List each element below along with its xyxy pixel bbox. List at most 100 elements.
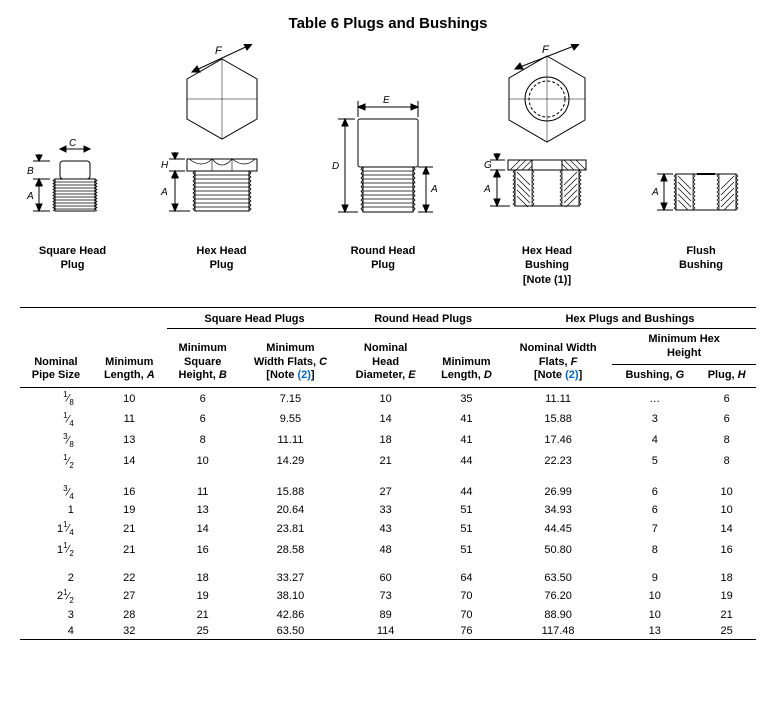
- cell-pipe: 11⁄2: [20, 539, 92, 560]
- cell-d: 41: [429, 409, 504, 430]
- cell-f: 88.90: [504, 607, 612, 623]
- cell-pipe: 2: [20, 570, 92, 586]
- cell-f: 34.93: [504, 502, 612, 518]
- svg-text:F: F: [215, 45, 223, 57]
- cell-c: 9.55: [239, 409, 343, 430]
- cell-b: 10: [167, 451, 239, 472]
- cell-e: 89: [342, 607, 429, 623]
- col-b: MinimumSquareHeight, B: [167, 328, 239, 387]
- cell-b: 14: [167, 518, 239, 539]
- col-c: MinimumWidth Flats, C[Note (2)]: [239, 328, 343, 387]
- cell-a: 10: [92, 388, 167, 409]
- cell-h: 6: [697, 409, 756, 430]
- svg-text:G: G: [484, 160, 492, 171]
- cell-g: …: [612, 388, 697, 409]
- svg-text:A: A: [430, 184, 438, 195]
- svg-text:F: F: [542, 44, 550, 56]
- cell-a: 22: [92, 570, 167, 586]
- data-table: Square Head Plugs Round Head Plugs Hex P…: [20, 307, 756, 640]
- label-square-plug: Square HeadPlug: [25, 244, 120, 287]
- cell-g: 7: [612, 518, 697, 539]
- cell-e: 48: [342, 539, 429, 560]
- cell-d: 51: [429, 518, 504, 539]
- section-square: Square Head Plugs: [167, 307, 343, 328]
- cell-pipe: 1: [20, 502, 92, 518]
- cell-c: 33.27: [239, 570, 343, 586]
- col-a: MinimumLength, A: [92, 328, 167, 387]
- cell-c: 20.64: [239, 502, 343, 518]
- col-f: Nominal WidthFlats, F[Note (2)]: [504, 328, 612, 387]
- label-round-plug: Round HeadPlug: [323, 244, 443, 287]
- col-hex-height: Minimum HexHeight: [612, 328, 756, 365]
- cell-g: 10: [612, 607, 697, 623]
- cell-c: 28.58: [239, 539, 343, 560]
- label-hex-plug: Hex HeadPlug: [157, 244, 287, 287]
- svg-text:B: B: [27, 166, 34, 177]
- cell-f: 15.88: [504, 409, 612, 430]
- cell-a: 21: [92, 539, 167, 560]
- svg-text:A: A: [651, 187, 659, 198]
- section-round: Round Head Plugs: [342, 307, 504, 328]
- cell-d: 35: [429, 388, 504, 409]
- cell-pipe: 1⁄8: [20, 388, 92, 409]
- cell-b: 16: [167, 539, 239, 560]
- col-h: Plug, H: [697, 365, 756, 388]
- cell-c: 38.10: [239, 586, 343, 607]
- cell-e: 33: [342, 502, 429, 518]
- table-row: 3⁄4161115.88274426.99610: [20, 482, 756, 503]
- cell-c: 23.81: [239, 518, 343, 539]
- cell-h: 16: [697, 539, 756, 560]
- cell-b: 13: [167, 502, 239, 518]
- cell-d: 70: [429, 607, 504, 623]
- table-row: 11⁄2211628.58485150.80816: [20, 539, 756, 560]
- cell-h: 10: [697, 502, 756, 518]
- cell-d: 51: [429, 539, 504, 560]
- cell-d: 51: [429, 502, 504, 518]
- cell-pipe: 4: [20, 623, 92, 640]
- col-e: NominalHeadDiameter, E: [342, 328, 429, 387]
- cell-g: 6: [612, 482, 697, 503]
- cell-g: 4: [612, 430, 697, 451]
- cell-d: 64: [429, 570, 504, 586]
- col-g: Bushing, G: [612, 365, 697, 388]
- cell-pipe: 3: [20, 607, 92, 623]
- cell-b: 18: [167, 570, 239, 586]
- svg-text:D: D: [332, 161, 339, 172]
- cell-h: 14: [697, 518, 756, 539]
- cell-h: 8: [697, 451, 756, 472]
- table-title: Table 6 Plugs and Bushings: [20, 15, 756, 32]
- cell-h: 6: [697, 388, 756, 409]
- cell-pipe: 3⁄4: [20, 482, 92, 503]
- cell-c: 63.50: [239, 623, 343, 640]
- table-row: 4322563.5011476117.481325: [20, 623, 756, 640]
- svg-text:A: A: [483, 184, 491, 195]
- table-row: 3282142.86897088.901021: [20, 607, 756, 623]
- diagram-round-plug: E D: [323, 89, 443, 234]
- table-row: 21⁄2271938.10737076.201019: [20, 586, 756, 607]
- cell-b: 11: [167, 482, 239, 503]
- cell-e: 60: [342, 570, 429, 586]
- cell-b: 19: [167, 586, 239, 607]
- cell-f: 11.11: [504, 388, 612, 409]
- cell-pipe: 1⁄4: [20, 409, 92, 430]
- cell-e: 43: [342, 518, 429, 539]
- section-hex: Hex Plugs and Bushings: [504, 307, 756, 328]
- cell-a: 14: [92, 451, 167, 472]
- cell-c: 15.88: [239, 482, 343, 503]
- cell-d: 76: [429, 623, 504, 640]
- cell-g: 6: [612, 502, 697, 518]
- diagram-square-plug: C: [25, 119, 120, 234]
- cell-b: 6: [167, 409, 239, 430]
- cell-h: 18: [697, 570, 756, 586]
- cell-c: 14.29: [239, 451, 343, 472]
- cell-e: 18: [342, 430, 429, 451]
- cell-e: 10: [342, 388, 429, 409]
- cell-g: 8: [612, 539, 697, 560]
- table-row: 2221833.27606463.50918: [20, 570, 756, 586]
- cell-f: 22.23: [504, 451, 612, 472]
- cell-b: 8: [167, 430, 239, 451]
- table-row: 1⁄81067.15103511.11…6: [20, 388, 756, 409]
- cell-a: 16: [92, 482, 167, 503]
- diagram-hex-plug: F: [157, 44, 287, 234]
- cell-e: 21: [342, 451, 429, 472]
